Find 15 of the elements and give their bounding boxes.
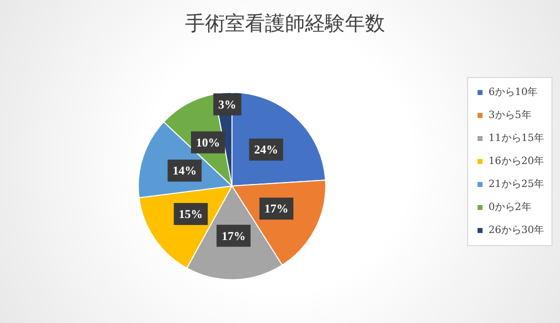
legend-label: 21から25年: [488, 178, 544, 190]
legend-label: 26から30年: [488, 224, 544, 236]
data-label: 14%: [172, 164, 197, 178]
data-label: 3%: [218, 97, 236, 112]
legend-label: 16から20年: [488, 155, 544, 167]
legend-label: 11から15年: [488, 132, 544, 144]
data-label: 24%: [254, 142, 278, 157]
chart-title: 手術室看護師経験年数: [185, 11, 385, 35]
legend-label: 0から2年: [488, 201, 532, 213]
data-label: 17%: [264, 202, 288, 216]
data-label: 15%: [178, 207, 203, 222]
data-label: 17%: [222, 228, 246, 243]
data-label: 10%: [196, 135, 220, 150]
legend-label: 6から10年: [488, 86, 538, 98]
legend-label: 3から5年: [488, 109, 532, 121]
